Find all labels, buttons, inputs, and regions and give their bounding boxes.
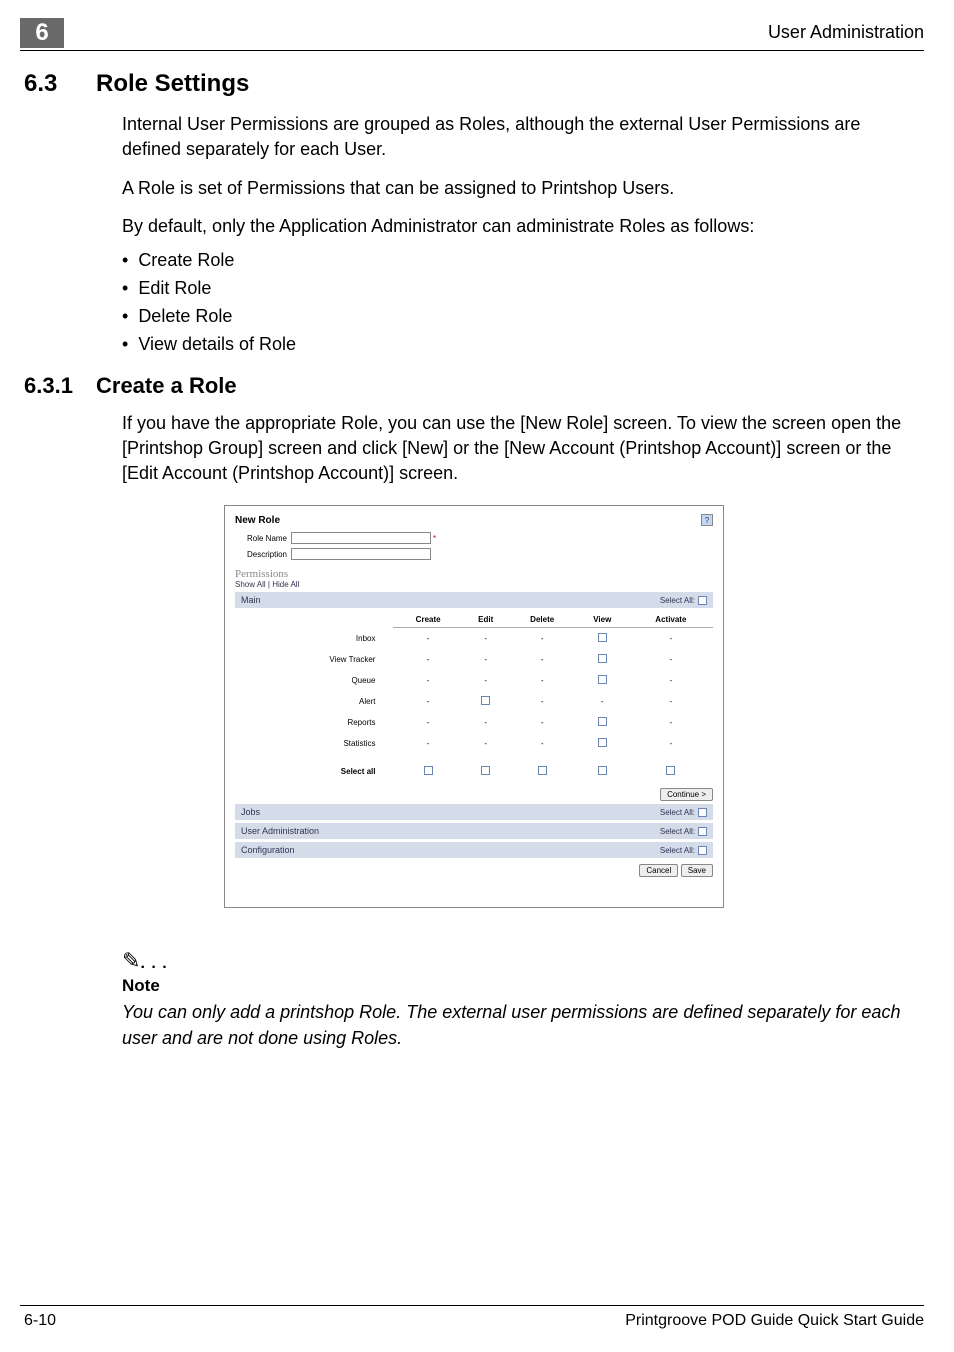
continue-row: Continue > <box>235 788 713 801</box>
list-item: Edit Role <box>122 275 924 303</box>
cancel-button[interactable]: Cancel <box>639 864 678 877</box>
checkbox-icon[interactable] <box>598 738 607 747</box>
list-item: Delete Role <box>122 303 924 331</box>
role-name-row: Role Name * <box>235 532 713 544</box>
table-row: Alert---- <box>235 691 713 712</box>
note-body: You can only add a printshop Role. The e… <box>122 1000 914 1050</box>
jobs-section-label: Jobs <box>241 807 260 817</box>
description-label: Description <box>235 550 287 559</box>
dialog-title: New Role <box>235 515 280 526</box>
checkbox-icon[interactable] <box>698 596 707 605</box>
note-icon: ✎. . . <box>122 948 924 974</box>
table-row: View Tracker---- <box>235 649 713 670</box>
dialog-footer-buttons: Cancel Save <box>235 864 713 877</box>
permissions-title: Permissions <box>235 568 713 580</box>
config-section-bar[interactable]: Configuration Select All: <box>235 842 713 858</box>
checkbox-icon[interactable] <box>698 827 707 836</box>
pencil-icon: ✎ <box>122 948 140 973</box>
section-heading: 6.3Role Settings <box>24 70 924 98</box>
col-create: Create <box>393 612 462 628</box>
list-item: Create Role <box>122 247 924 275</box>
subsection-number: 6.3.1 <box>24 373 96 399</box>
paragraph: A Role is set of Permissions that can be… <box>122 176 924 201</box>
table-row: Queue---- <box>235 670 713 691</box>
col-delete: Delete <box>509 612 576 628</box>
table-row: Reports---- <box>235 712 713 733</box>
paragraph: If you have the appropriate Role, you ca… <box>122 411 924 485</box>
checkbox-icon[interactable] <box>698 808 707 817</box>
show-hide-toggle[interactable]: Show All | Hide All <box>235 580 713 589</box>
permissions-table: Create Edit Delete View Activate Inbox--… <box>235 612 713 782</box>
checkbox-icon[interactable] <box>666 766 675 775</box>
chapter-tab: 6 <box>20 18 64 48</box>
checkbox-icon[interactable] <box>598 633 607 642</box>
section-body: Internal User Permissions are grouped as… <box>122 112 924 359</box>
footer-title: Printgroove POD Guide Quick Start Guide <box>625 1312 924 1330</box>
bullet-list: Create Role Edit Role Delete Role View d… <box>122 247 924 359</box>
user-admin-section-label: User Administration <box>241 826 319 836</box>
checkbox-icon[interactable] <box>698 846 707 855</box>
col-view: View <box>576 612 629 628</box>
role-name-label: Role Name <box>235 534 287 543</box>
dialog-title-row: New Role ? <box>235 514 713 526</box>
select-all-main[interactable]: Select All: <box>660 596 707 605</box>
checkbox-icon[interactable] <box>598 717 607 726</box>
select-all-jobs[interactable]: Select All: <box>660 808 707 817</box>
jobs-section-bar[interactable]: Jobs Select All: <box>235 804 713 820</box>
save-button[interactable]: Save <box>681 864 713 877</box>
required-mark: * <box>433 534 436 543</box>
subsection-title: Create a Role <box>96 373 237 398</box>
role-name-input[interactable] <box>291 532 431 544</box>
subsection-body: If you have the appropriate Role, you ca… <box>122 411 924 485</box>
checkbox-icon[interactable] <box>538 766 547 775</box>
col-activate: Activate <box>629 612 713 628</box>
page-content: 6.3Role Settings Internal User Permissio… <box>24 70 924 1051</box>
page-number: 6-10 <box>24 1312 56 1330</box>
main-section-bar[interactable]: Main Select All: <box>235 592 713 608</box>
select-all-user-admin[interactable]: Select All: <box>660 827 707 836</box>
col-edit: Edit <box>463 612 509 628</box>
header-title: User Administration <box>768 22 924 43</box>
table-header-row: Create Edit Delete View Activate <box>235 612 713 628</box>
main-section-label: Main <box>241 595 261 605</box>
list-item: View details of Role <box>122 331 924 359</box>
select-all-config[interactable]: Select All: <box>660 846 707 855</box>
description-row: Description <box>235 548 713 560</box>
user-admin-section-bar[interactable]: User Administration Select All: <box>235 823 713 839</box>
table-row-select-all: Select all <box>235 754 713 782</box>
note-title: Note <box>122 976 924 996</box>
table-row: Statistics---- <box>235 733 713 754</box>
checkbox-icon[interactable] <box>598 675 607 684</box>
checkbox-icon[interactable] <box>424 766 433 775</box>
note-dots: . . . <box>140 955 167 972</box>
table-row: Inbox---- <box>235 628 713 650</box>
paragraph: By default, only the Application Adminis… <box>122 214 924 239</box>
header-rule <box>20 50 924 51</box>
subsection-heading: 6.3.1Create a Role <box>24 373 924 399</box>
paragraph: Internal User Permissions are grouped as… <box>122 112 924 162</box>
config-section-label: Configuration <box>241 845 295 855</box>
checkbox-icon[interactable] <box>598 654 607 663</box>
help-icon[interactable]: ? <box>701 514 713 526</box>
checkbox-icon[interactable] <box>481 696 490 705</box>
continue-button[interactable]: Continue > <box>660 788 713 801</box>
footer-rule <box>20 1305 924 1306</box>
description-input[interactable] <box>291 548 431 560</box>
section-title: Role Settings <box>96 70 249 97</box>
checkbox-icon[interactable] <box>481 766 490 775</box>
checkbox-icon[interactable] <box>598 766 607 775</box>
new-role-dialog: New Role ? Role Name * Description Permi… <box>224 505 724 908</box>
section-number: 6.3 <box>24 70 96 98</box>
